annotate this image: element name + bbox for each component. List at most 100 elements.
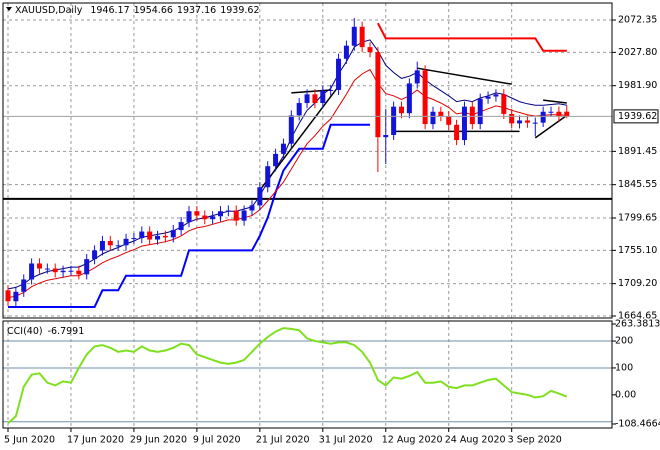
high-value: 1954.66 [134,5,173,16]
candle-body [548,111,554,113]
symbol-icon [6,7,12,11]
indicator-header: CCI(40) -6.7991 [7,326,84,337]
x-tick-label: 12 Aug 2020 [382,435,443,446]
candle-body [438,111,444,117]
candle-body [99,240,105,251]
x-tick-label: 29 Jun 2020 [130,435,187,446]
indicator-y-tick-label: 263.3813 [615,319,660,330]
candle-body [273,153,279,167]
x-tick-label: 3 Sep 2020 [508,435,562,446]
candle-body [210,216,216,220]
candle-body [509,113,515,124]
candle-body [469,106,475,125]
y-tick-label: 1845.55 [618,179,657,190]
candle-body [501,94,507,114]
channel-line [8,123,370,308]
y-tick-label: 1799.65 [618,212,657,223]
candle-body [21,279,27,292]
candle-body [391,106,397,135]
candle-body [454,124,460,141]
candle-body [304,94,310,104]
indicator-y-tick-label: 0.00 [615,389,636,400]
trendline [259,85,340,191]
candle-body [225,210,231,212]
candle-body [194,211,200,216]
candle-body [280,143,286,154]
candle-body [524,120,530,123]
x-tick-label: 17 Jun 2020 [67,435,124,446]
candle-body [351,26,357,46]
close-value: 1939.62 [220,5,259,16]
candle-body [233,210,239,221]
current-price-box [613,109,659,124]
candle-body [383,134,389,138]
y-tick-label: 1755.10 [618,245,657,256]
candle-body [123,238,129,246]
candle-body [13,291,19,302]
candle-body [139,231,145,239]
candle-body [265,166,271,188]
open-value: 1946.17 [90,5,129,16]
candle-body [564,111,570,117]
candle-body [517,120,523,124]
candle-body [312,94,318,104]
candle-body [343,45,349,59]
y-tick-label: 1981.90 [618,80,657,91]
candle-body [178,222,184,231]
candle-body [155,235,161,240]
candle-body [76,270,82,275]
current-price-label: 1939.62 [618,111,657,122]
moving-average-line [7,39,567,290]
trendline [534,114,568,139]
x-tick-label: 24 Aug 2020 [445,435,506,446]
candle-body [296,103,302,116]
x-tick-label: 21 Jul 2020 [256,435,310,446]
channel-line [377,22,567,52]
candle-body [217,211,223,217]
indicator-title: CCI(40) [7,326,43,337]
candle-body [336,58,342,90]
indicator-value: -6.7991 [48,326,85,337]
y-tick-label: 1891.45 [618,146,657,157]
trendline [291,89,331,94]
candle-body [107,240,113,246]
candle-body [60,270,66,273]
candle-body [288,115,294,144]
candle-body [115,245,121,247]
candle-body [328,89,334,91]
low-value: 1937.16 [177,5,216,16]
candle-body [532,122,538,124]
candle-body [170,230,176,238]
chart-title: XAUUSD,Daily [15,5,83,16]
y-tick-label: 2072.35 [618,15,657,26]
candle-body [477,98,483,125]
candle-body [36,263,42,269]
trendline [417,67,512,85]
y-tick-label: 1664.65 [618,311,657,322]
chart-header: XAUUSD,Daily 1946.17 1954.66 1937.16 1939.62 [15,5,260,16]
candle-body [556,111,562,117]
candle-body [249,205,255,211]
trendline [543,99,567,104]
candle-body [162,235,168,238]
indicator-y-tick-label: 200 [615,336,633,347]
candle-body [406,83,412,114]
x-tick-label: 5 Jun 2020 [4,435,55,446]
y-tick-label: 2027.80 [618,47,657,58]
candle-body [446,116,452,125]
candle-body [92,250,98,260]
candle-body [367,47,373,53]
candle-body [202,215,208,220]
candle-body [147,231,153,240]
indicator-y-tick-label: 100 [615,362,633,373]
candle-body [68,270,74,272]
main-panel-frame [2,2,613,319]
candle-body [29,263,35,280]
indicator-line [7,327,568,424]
candle-body [493,94,499,97]
candle-body [359,26,365,48]
candle-body [540,111,546,123]
candle-body [52,268,58,273]
